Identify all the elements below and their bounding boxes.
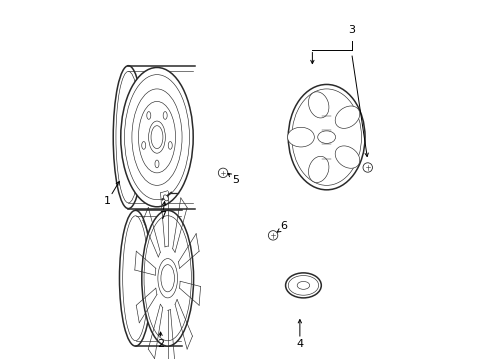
Ellipse shape bbox=[334, 146, 359, 168]
Ellipse shape bbox=[124, 75, 189, 200]
Ellipse shape bbox=[138, 102, 175, 173]
Ellipse shape bbox=[317, 131, 335, 143]
Ellipse shape bbox=[142, 141, 145, 149]
Ellipse shape bbox=[285, 273, 321, 298]
Text: 4: 4 bbox=[296, 339, 303, 349]
Ellipse shape bbox=[334, 106, 359, 129]
Text: 2: 2 bbox=[157, 339, 164, 349]
Text: 1: 1 bbox=[103, 197, 110, 206]
Ellipse shape bbox=[116, 71, 141, 203]
Ellipse shape bbox=[151, 126, 163, 149]
Ellipse shape bbox=[218, 168, 227, 177]
Ellipse shape bbox=[155, 160, 159, 168]
Ellipse shape bbox=[287, 85, 365, 190]
Ellipse shape bbox=[121, 67, 193, 207]
Ellipse shape bbox=[148, 121, 165, 153]
Ellipse shape bbox=[287, 275, 318, 295]
Ellipse shape bbox=[142, 210, 193, 346]
Ellipse shape bbox=[122, 216, 148, 341]
Ellipse shape bbox=[308, 92, 328, 118]
Ellipse shape bbox=[308, 156, 328, 183]
Ellipse shape bbox=[287, 127, 314, 147]
Ellipse shape bbox=[268, 231, 277, 240]
Ellipse shape bbox=[297, 282, 309, 289]
Ellipse shape bbox=[146, 112, 150, 119]
Ellipse shape bbox=[163, 195, 168, 201]
Ellipse shape bbox=[291, 89, 361, 185]
Ellipse shape bbox=[144, 216, 191, 341]
Text: 7: 7 bbox=[159, 211, 165, 221]
Ellipse shape bbox=[113, 66, 143, 208]
Text: 3: 3 bbox=[347, 25, 354, 35]
Ellipse shape bbox=[161, 265, 174, 292]
Ellipse shape bbox=[362, 163, 372, 172]
Ellipse shape bbox=[163, 112, 167, 119]
Ellipse shape bbox=[119, 210, 151, 346]
Text: 5: 5 bbox=[232, 175, 239, 185]
Ellipse shape bbox=[158, 258, 177, 298]
Ellipse shape bbox=[132, 89, 182, 185]
Ellipse shape bbox=[168, 141, 172, 149]
Text: 6: 6 bbox=[280, 221, 287, 231]
